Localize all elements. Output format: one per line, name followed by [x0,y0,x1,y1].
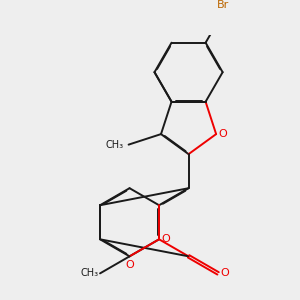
Text: O: O [162,234,170,244]
Text: CH₃: CH₃ [80,268,98,278]
Text: O: O [221,268,230,278]
Text: O: O [125,260,134,270]
Text: Br: Br [217,0,229,10]
Text: O: O [219,129,228,139]
Text: CH₃: CH₃ [105,140,124,150]
